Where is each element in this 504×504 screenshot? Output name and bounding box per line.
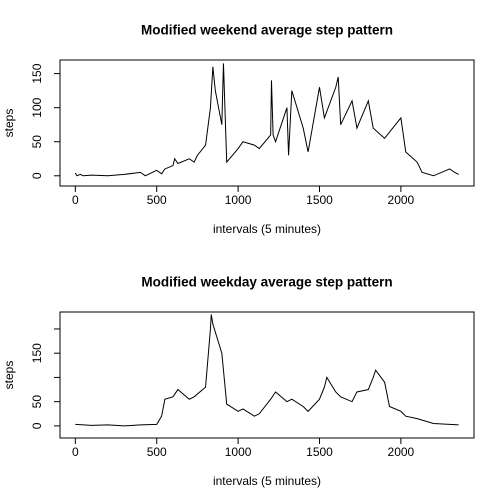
x-tick-label: 0: [72, 445, 79, 459]
x-axis-label: intervals (5 minutes): [213, 222, 321, 236]
y-axis-label: steps: [2, 109, 16, 138]
x-tick-label: 1500: [306, 193, 333, 207]
y-tick-label: 0: [30, 172, 44, 179]
chart-title: Modified weekday average step pattern: [141, 275, 392, 290]
plot-box: [59, 311, 475, 439]
plot-box: [59, 59, 475, 187]
x-tick-label: 500: [147, 445, 167, 459]
data-line: [74, 63, 459, 177]
x-tick-label: 0: [72, 193, 79, 207]
y-tick-label: 150: [30, 63, 44, 83]
x-tick-label: 1000: [225, 445, 252, 459]
y-tick-label: 0: [30, 422, 44, 429]
y-axis-label: steps: [2, 361, 16, 390]
x-tick-label: 1500: [306, 445, 333, 459]
x-axis-label: intervals (5 minutes): [213, 474, 321, 488]
x-tick-label: 2000: [388, 445, 415, 459]
x-tick-label: 1000: [225, 193, 252, 207]
y-tick-label: 150: [30, 343, 44, 363]
x-tick-label: 2000: [388, 193, 415, 207]
chart-title: Modified weekend average step pattern: [141, 23, 393, 38]
y-tick-label: 100: [30, 97, 44, 117]
data-line: [75, 314, 459, 427]
x-tick-label: 500: [147, 193, 167, 207]
y-tick-label: 50: [30, 135, 44, 149]
y-tick-label: 50: [30, 395, 44, 409]
